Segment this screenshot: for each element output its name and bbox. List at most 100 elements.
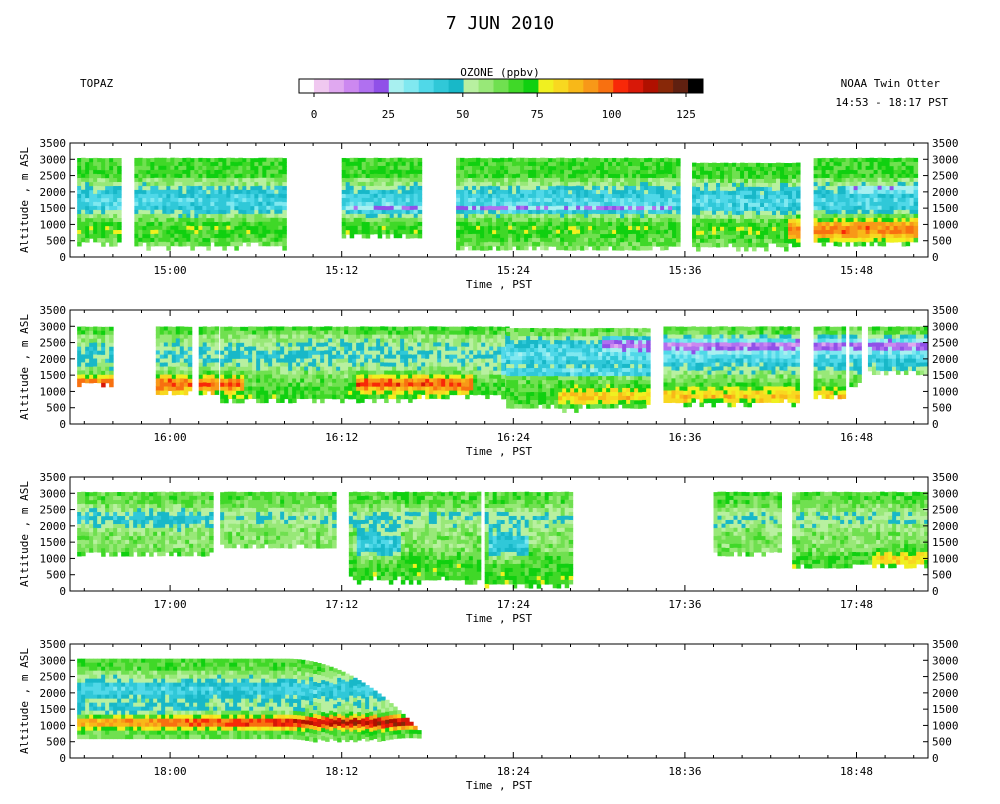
x-tick-label: 15:24 <box>497 264 530 277</box>
x-tick-label: 17:12 <box>325 598 358 611</box>
y-axis-label: Altitude , m ASL <box>18 648 31 754</box>
data-segment <box>220 492 337 549</box>
y-tick-label-right: 2500 <box>932 337 959 350</box>
data-segment <box>77 659 422 743</box>
y-tick-label-right: 2500 <box>932 504 959 517</box>
data-segment <box>77 158 122 247</box>
x-tick-label: 18:00 <box>154 765 187 778</box>
x-tick-label: 17:00 <box>154 598 187 611</box>
y-tick-label-right: 1500 <box>932 703 959 716</box>
data-segment <box>714 492 783 557</box>
data-segment <box>814 158 919 247</box>
y-tick-label: 3500 <box>40 304 67 317</box>
x-tick-label: 15:36 <box>668 264 701 277</box>
colorbar-swatch <box>628 79 643 93</box>
y-tick-label-right: 1000 <box>932 218 959 231</box>
platform-label: NOAA Twin Otter <box>841 77 941 90</box>
ozone-curtain <box>77 659 422 743</box>
y-tick-label: 2500 <box>40 170 67 183</box>
y-tick-label: 1000 <box>40 385 67 398</box>
y-tick-label-right: 500 <box>932 736 952 749</box>
y-tick-label-right: 2000 <box>932 353 959 366</box>
time-range-label: 14:53 - 18:17 PST <box>835 96 948 109</box>
x-tick-label: 16:36 <box>668 431 701 444</box>
x-axis-label: Time , PST <box>466 445 533 458</box>
colorbar-label: OZONE (ppbv) <box>460 66 539 79</box>
y-tick-label: 1000 <box>40 719 67 732</box>
y-tick-label-right: 1000 <box>932 385 959 398</box>
x-tick-label: 15:12 <box>325 264 358 277</box>
y-tick-label: 1500 <box>40 369 67 382</box>
x-tick-label: 18:36 <box>668 765 701 778</box>
data-segment <box>692 163 801 252</box>
y-tick-label-right: 2000 <box>932 687 959 700</box>
y-tick-label-right: 3500 <box>932 471 959 484</box>
x-tick-label: 17:24 <box>497 598 530 611</box>
colorbar-swatch <box>673 79 688 93</box>
y-tick-label: 1000 <box>40 218 67 231</box>
colorbar-swatch <box>494 79 509 93</box>
colorbar-swatch <box>434 79 449 93</box>
y-tick-label: 2000 <box>40 353 67 366</box>
colorbar-tick-label: 75 <box>531 108 544 121</box>
y-tick-label: 2500 <box>40 504 67 517</box>
x-axis-label: Time , PST <box>466 612 533 625</box>
y-tick-label: 3000 <box>40 654 67 667</box>
instrument-label: TOPAZ <box>80 77 113 90</box>
colorbar-swatch <box>553 79 568 93</box>
data-segment <box>220 326 417 403</box>
x-tick-label: 18:24 <box>497 765 530 778</box>
data-segment <box>349 492 482 585</box>
colorbar-tick-label: 50 <box>456 108 469 121</box>
y-axis-label: Altitude , m ASL <box>18 147 31 253</box>
y-tick-label-right: 500 <box>932 235 952 248</box>
y-tick-label: 2500 <box>40 337 67 350</box>
x-tick-label: 16:00 <box>154 431 187 444</box>
y-tick-label: 3000 <box>40 320 67 333</box>
x-tick-label: 15:00 <box>154 264 187 277</box>
x-tick-label: 17:48 <box>840 598 873 611</box>
x-tick-label: 16:12 <box>325 431 358 444</box>
y-tick-label: 500 <box>46 569 66 582</box>
y-tick-label: 2000 <box>40 186 67 199</box>
y-tick-label-right: 1500 <box>932 369 959 382</box>
y-tick-label: 3000 <box>40 487 67 500</box>
x-tick-label: 16:48 <box>840 431 873 444</box>
data-segment <box>77 326 114 387</box>
y-tick-label-right: 0 <box>932 251 939 264</box>
colorbar-tick-label: 100 <box>602 108 622 121</box>
colorbar-swatch <box>583 79 598 93</box>
x-tick-label: 17:36 <box>668 598 701 611</box>
data-segment <box>792 492 929 569</box>
data-segment <box>134 158 287 251</box>
colorbar-swatch <box>374 79 389 93</box>
colorbar-swatch <box>404 79 419 93</box>
y-tick-label: 3000 <box>40 153 67 166</box>
y-tick-label-right: 1000 <box>932 552 959 565</box>
y-tick-label-right: 3000 <box>932 153 959 166</box>
y-tick-label: 500 <box>46 235 66 248</box>
data-segment <box>77 492 214 557</box>
colorbar-swatch <box>314 79 329 93</box>
colorbar-swatch <box>508 79 523 93</box>
y-tick-label: 1500 <box>40 536 67 549</box>
colorbar-swatch <box>479 79 494 93</box>
y-tick-label-right: 0 <box>932 752 939 765</box>
y-tick-label: 0 <box>59 418 66 431</box>
y-tick-label: 500 <box>46 736 66 749</box>
colorbar-swatch <box>359 79 374 93</box>
colorbar-swatch <box>568 79 583 93</box>
y-axis-label: Altitude , m ASL <box>18 314 31 420</box>
y-tick-label-right: 1500 <box>932 202 959 215</box>
y-tick-label-right: 0 <box>932 418 939 431</box>
data-segment <box>814 326 847 399</box>
y-tick-label-right: 1000 <box>932 719 959 732</box>
y-tick-label: 1500 <box>40 202 67 215</box>
x-tick-label: 18:48 <box>840 765 873 778</box>
data-segment <box>485 492 574 589</box>
y-tick-label-right: 3500 <box>932 137 959 150</box>
